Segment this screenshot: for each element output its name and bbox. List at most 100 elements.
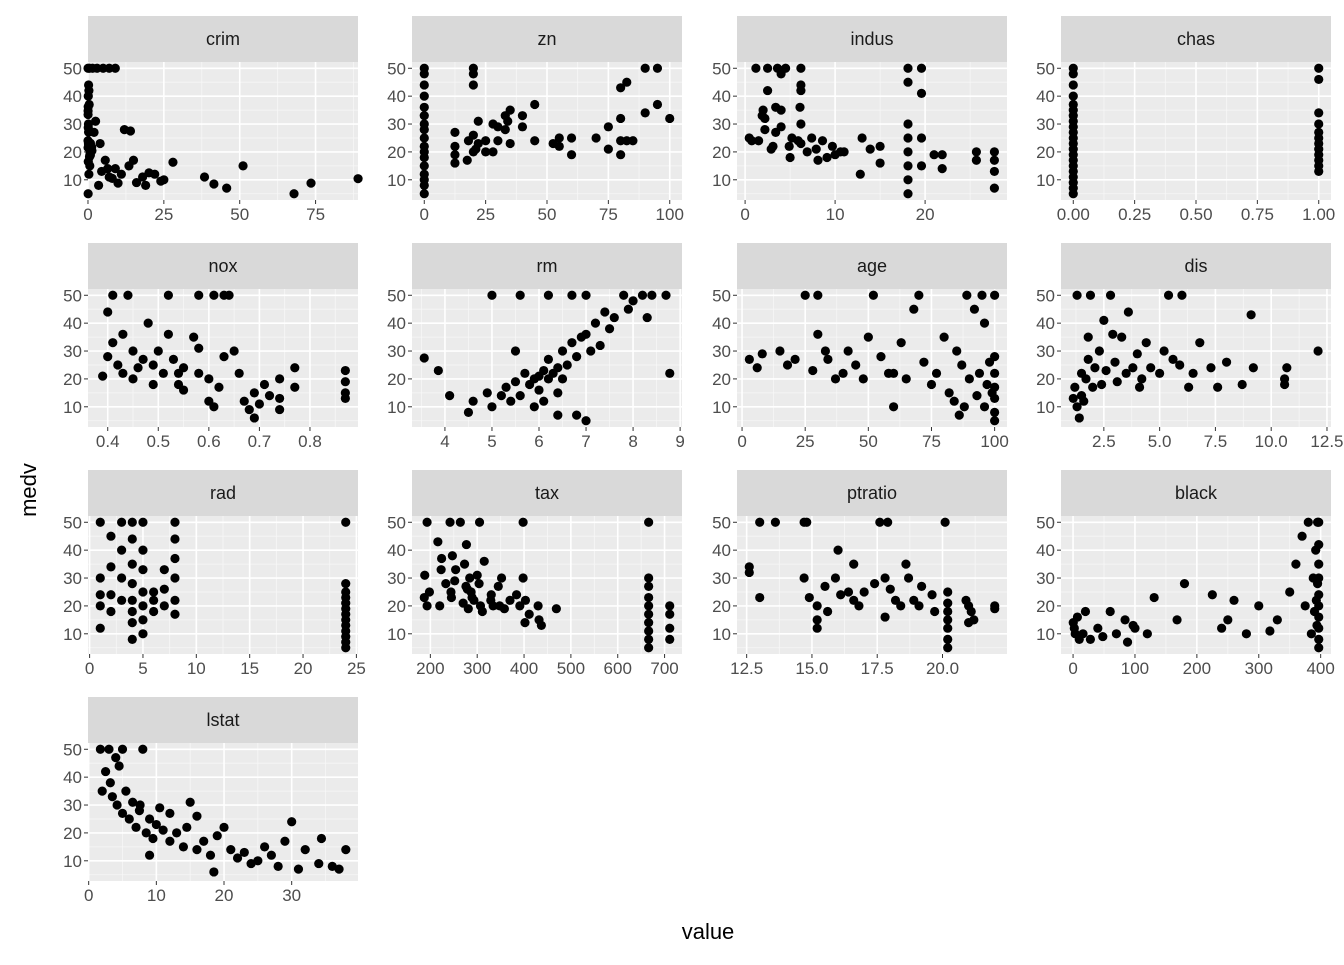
data-point <box>419 80 429 90</box>
y-tick-label: 10 <box>1036 398 1055 417</box>
x-tick-label: 100 <box>980 432 1008 451</box>
x-tick-label: 0 <box>740 205 749 224</box>
x-tick-label: 15.0 <box>795 659 828 678</box>
data-point <box>858 374 868 384</box>
data-point <box>644 618 654 628</box>
data-point <box>199 172 210 182</box>
data-point <box>515 601 525 611</box>
data-point <box>209 867 219 877</box>
data-point <box>451 565 461 575</box>
data-point <box>553 388 563 398</box>
data-point <box>1285 587 1295 597</box>
data-point <box>1085 634 1096 644</box>
data-point <box>104 744 114 754</box>
data-point <box>85 138 96 148</box>
facet-strip-label: black <box>1175 483 1218 503</box>
data-point <box>622 77 632 87</box>
data-point <box>644 609 654 619</box>
data-point <box>843 346 853 356</box>
data-point <box>419 63 429 73</box>
data-point <box>644 601 654 611</box>
data-point <box>1134 382 1145 392</box>
y-tick-label: 40 <box>712 87 731 106</box>
data-point <box>1282 363 1292 373</box>
facet-panel-tax: tax 10 20 30 40 50 200 300 400 500 600 700 <box>387 470 682 678</box>
data-point <box>192 845 202 855</box>
x-tick-label: 1.00 <box>1302 205 1335 224</box>
data-point <box>1068 393 1078 404</box>
x-tick-label: 75 <box>922 432 941 451</box>
data-point <box>567 338 577 348</box>
facet-strip <box>737 243 1007 289</box>
facet-strip-label: chas <box>1177 29 1215 49</box>
data-point <box>144 850 155 860</box>
y-tick-label: 20 <box>1036 370 1055 389</box>
data-point <box>149 606 159 617</box>
data-point <box>158 825 168 835</box>
panel-background <box>88 743 358 881</box>
data-point <box>914 601 924 611</box>
data-point <box>952 346 962 356</box>
data-point <box>959 402 969 412</box>
data-point <box>943 643 953 653</box>
data-point <box>95 590 105 600</box>
y-tick-label: 40 <box>63 87 82 106</box>
data-point <box>1083 332 1093 342</box>
data-point <box>85 161 95 171</box>
data-point <box>238 161 248 171</box>
data-point <box>463 604 473 614</box>
data-point <box>275 374 285 384</box>
x-tick-label: 25 <box>347 659 366 678</box>
data-point <box>468 63 478 73</box>
data-point <box>1142 629 1152 639</box>
data-point <box>754 136 764 146</box>
data-point <box>170 573 180 583</box>
data-point <box>127 534 137 544</box>
data-point <box>496 391 506 401</box>
data-point <box>105 778 115 788</box>
data-point <box>916 88 927 98</box>
data-point <box>488 147 498 157</box>
data-point <box>1111 629 1121 639</box>
data-point <box>572 410 582 420</box>
data-point <box>260 842 270 852</box>
data-point <box>937 164 947 174</box>
facet-strip <box>1061 470 1331 516</box>
data-point <box>419 111 429 121</box>
data-point <box>450 127 460 137</box>
y-tick-label: 20 <box>1036 143 1055 162</box>
data-point <box>110 63 120 73</box>
x-tick-label: 4 <box>440 432 449 451</box>
data-point <box>95 623 105 633</box>
data-point <box>165 836 175 846</box>
data-point <box>1120 615 1130 625</box>
data-point <box>275 404 285 415</box>
data-point <box>461 539 472 550</box>
data-point <box>943 606 953 617</box>
data-point <box>185 797 195 807</box>
data-point <box>530 99 540 110</box>
data-point <box>603 122 613 132</box>
data-point <box>1188 368 1198 378</box>
data-point <box>665 609 675 619</box>
data-point <box>1179 579 1190 589</box>
x-tick-label: 10 <box>147 886 166 905</box>
data-point <box>95 138 105 149</box>
data-point <box>969 304 980 314</box>
facet-panel-black: black 10 20 30 40 50 0 100 200 300 400 <box>1036 470 1335 678</box>
data-point <box>1265 626 1275 636</box>
data-point <box>111 753 121 763</box>
data-point <box>782 360 793 370</box>
data-point <box>875 158 885 168</box>
panel-background <box>1061 516 1331 654</box>
data-point <box>493 581 503 591</box>
data-point <box>334 864 344 874</box>
data-point <box>219 822 229 832</box>
data-point <box>1121 368 1131 378</box>
data-point <box>239 396 249 406</box>
data-point <box>876 352 886 362</box>
panel-background <box>412 516 682 654</box>
data-point <box>957 360 967 370</box>
data-point <box>903 63 913 73</box>
data-point <box>1248 363 1258 373</box>
